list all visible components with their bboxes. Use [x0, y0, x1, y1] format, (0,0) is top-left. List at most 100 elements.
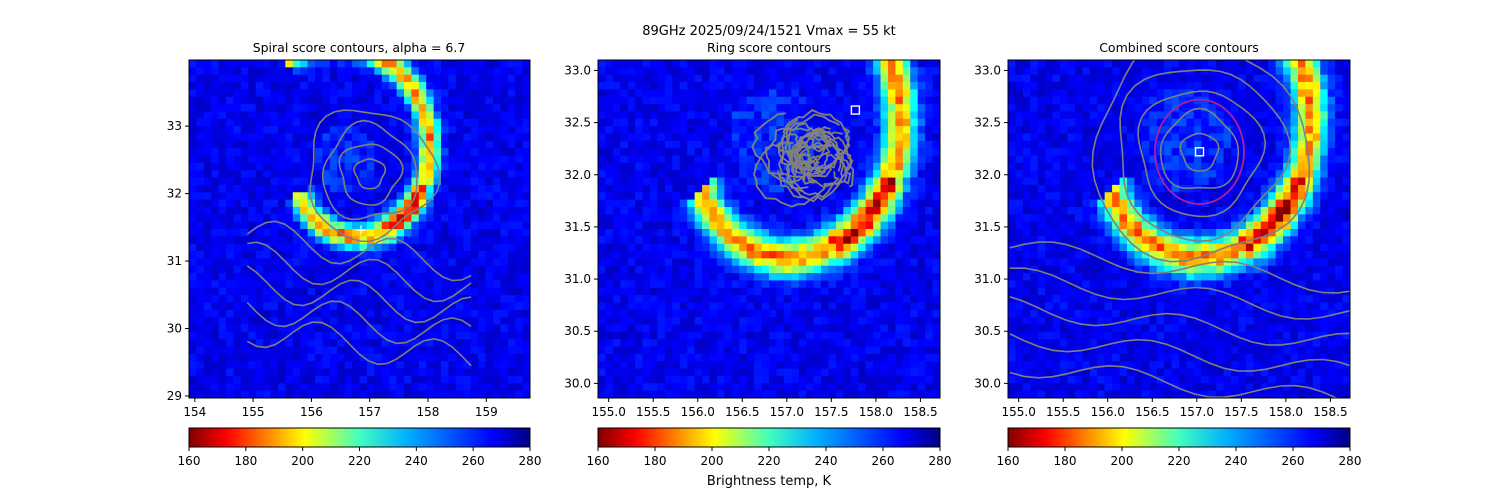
heatmap-cell: [873, 243, 882, 252]
heatmap-cell: [455, 177, 464, 186]
heatmap-cell: [344, 155, 353, 164]
heatmap-cell: [322, 192, 331, 201]
heatmap-cell: [218, 155, 227, 164]
heatmap-cell: [292, 214, 301, 223]
heatmap-cell: [887, 67, 896, 76]
heatmap-cell: [226, 265, 235, 274]
heatmap-cell: [470, 346, 479, 355]
heatmap-cell: [635, 302, 644, 311]
heatmap-cell: [917, 89, 926, 98]
heatmap-cell: [687, 74, 696, 83]
heatmap-cell: [470, 317, 479, 326]
heatmap-cell: [1171, 140, 1180, 149]
heatmap-cell: [620, 361, 629, 370]
heatmap-cell: [300, 155, 309, 164]
heatmap-cell: [664, 273, 673, 282]
heatmap-cell: [1015, 162, 1024, 171]
heatmap-cell: [352, 192, 361, 201]
heatmap-cell: [828, 60, 837, 68]
heatmap-cell: [292, 104, 301, 113]
heatmap-cell: [895, 133, 904, 142]
heatmap-cell: [739, 375, 748, 384]
heatmap-cell: [292, 383, 301, 392]
heatmap-cell: [1141, 133, 1150, 142]
heatmap-cell: [887, 258, 896, 267]
heatmap-cell: [635, 67, 644, 76]
heatmap-cell: [1231, 126, 1240, 135]
heatmap-cell: [1045, 74, 1054, 83]
heatmap-cell: [1060, 118, 1069, 127]
heatmap-cell: [255, 317, 264, 326]
heatmap-cell: [672, 126, 681, 135]
heatmap-cell: [515, 60, 524, 68]
heatmap-cell: [329, 118, 338, 127]
heatmap-cell: [754, 82, 763, 90]
heatmap-cell: [1283, 60, 1292, 68]
heatmap-cell: [240, 82, 249, 90]
heatmap-cell: [515, 82, 524, 90]
heatmap-cell: [329, 162, 338, 171]
heatmap-cell: [203, 265, 212, 274]
heatmap-cell: [337, 170, 346, 179]
heatmap-cell: [455, 111, 464, 120]
heatmap-cell: [426, 111, 435, 120]
heatmap-cell: [605, 89, 614, 98]
heatmap-cell: [813, 324, 822, 333]
heatmap-cell: [635, 206, 644, 215]
heatmap-cell: [255, 302, 264, 311]
heatmap-cell: [791, 229, 800, 237]
heatmap-cell: [396, 302, 405, 311]
heatmap-cell: [522, 317, 530, 326]
heatmap-cell: [1119, 118, 1128, 127]
heatmap-cell: [887, 353, 896, 362]
heatmap-cell: [426, 133, 435, 142]
heatmap-cell: [218, 199, 227, 208]
heatmap-cell: [337, 346, 346, 355]
heatmap-cell: [620, 339, 629, 348]
heatmap-cell: [1097, 148, 1106, 157]
heatmap-cell: [1015, 133, 1024, 142]
heatmap-cell: [352, 111, 361, 120]
heatmap-cell: [672, 133, 681, 142]
heatmap-cell: [761, 368, 770, 377]
heatmap-cell: [739, 199, 748, 208]
heatmap-cell: [1112, 96, 1121, 105]
heatmap-cell: [598, 375, 607, 384]
heatmap-cell: [620, 60, 629, 68]
heatmap-cell: [761, 324, 770, 333]
heatmap-cell: [598, 162, 607, 171]
heatmap-cell: [895, 74, 904, 83]
heatmap-cell: [1045, 67, 1054, 76]
heatmap-cell: [492, 74, 501, 83]
heatmap-cell: [791, 206, 800, 215]
heatmap-cell: [218, 243, 227, 252]
heatmap-cell: [233, 339, 242, 348]
heatmap-cell: [329, 126, 338, 135]
heatmap-cell: [1275, 89, 1284, 98]
heatmap-cell: [642, 60, 651, 68]
heatmap-cell: [263, 89, 272, 98]
heatmap-cell: [716, 309, 725, 318]
heatmap-cell: [694, 236, 703, 245]
heatmap-cell: [746, 126, 755, 135]
heatmap-cell: [902, 118, 911, 127]
heatmap-cell: [189, 265, 198, 274]
heatmap-cell: [731, 243, 740, 252]
heatmap-cell: [1290, 118, 1299, 127]
heatmap-cell: [895, 280, 904, 289]
heatmap-cell: [507, 383, 516, 392]
heatmap-cell: [783, 133, 792, 142]
heatmap-cell: [359, 390, 368, 398]
heatmap-cell: [664, 383, 673, 392]
heatmap-cell: [285, 126, 294, 135]
heatmap-cell: [865, 199, 874, 208]
heatmap-cell: [448, 324, 457, 333]
heatmap-cell: [627, 192, 636, 201]
heatmap-cell: [374, 324, 383, 333]
heatmap-cell: [307, 82, 316, 90]
heatmap-cell: [806, 339, 815, 348]
heatmap-cell: [1223, 96, 1232, 105]
heatmap-cell: [218, 96, 227, 105]
heatmap-cell: [873, 221, 882, 230]
heatmap-cell: [679, 133, 688, 142]
